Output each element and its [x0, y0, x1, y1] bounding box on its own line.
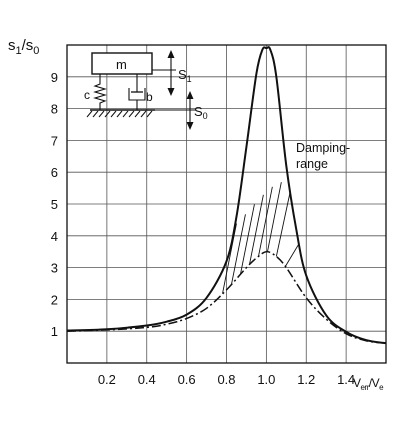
ground-hatch-line [140, 110, 147, 118]
x-tick-label: 1.0 [257, 372, 275, 387]
ground-hatch-line [122, 110, 129, 118]
ground-hatch-line [92, 110, 99, 118]
hatch-line [266, 182, 282, 253]
inset-mass-label: m [116, 57, 127, 72]
ground-hatch-line [146, 110, 153, 118]
x-axis-label: Verr/Ve [353, 376, 384, 392]
hatch-line [240, 204, 255, 275]
damping-range-label: Damping- [296, 141, 350, 155]
ground-hatch-line [98, 110, 105, 118]
ground-hatch-line [116, 110, 123, 118]
series [66, 46, 387, 345]
ground-hatch-line [134, 110, 141, 118]
y-tick-label: 4 [51, 229, 58, 244]
inset-s1-arrow-down [167, 88, 175, 96]
ground-hatch-line [128, 110, 135, 118]
grid [67, 45, 386, 363]
y-tick-label: 2 [51, 292, 58, 307]
x-tick-label: 1.2 [297, 372, 315, 387]
tick-labels: 0.2 0.4 0.6 0.8 1.0 1.2 1.4 1 2 3 4 5 6 7 8 9 [51, 70, 355, 387]
x-tick-label: 0.6 [178, 372, 196, 387]
inset-damper-label: b [146, 90, 153, 104]
y-tick-label: 3 [51, 261, 58, 276]
inset-s1-arrow-up [167, 50, 175, 58]
y-tick-label: 8 [51, 102, 58, 117]
inset-s1-label: S1 [178, 67, 192, 84]
damping-range-label-2: range [296, 157, 328, 171]
x-tick-label: 1.4 [337, 372, 355, 387]
inset-ground-hatch [86, 110, 153, 118]
inset-diagram: m c b S1 S0 [84, 50, 208, 130]
ground-hatch-line [110, 110, 117, 118]
hatch-line [275, 191, 291, 257]
x-tick-label: 0.4 [138, 372, 156, 387]
inset-s0-arrow-down [186, 122, 194, 130]
inset-spring [93, 74, 107, 110]
hatch-line [257, 186, 273, 257]
y-axis-label: s1/s0 [8, 37, 39, 57]
y-tick-label: 7 [51, 133, 58, 148]
damping-range-hatching [222, 182, 300, 294]
series-line-solid [66, 46, 387, 345]
ground-hatch-line [86, 110, 93, 118]
y-tick-label: 1 [51, 324, 58, 339]
inset-mass-box [91, 52, 153, 75]
hatch-line [231, 214, 246, 285]
hatch-line [248, 194, 264, 265]
x-tick-label: 0.8 [217, 372, 235, 387]
plot-frame [66, 44, 387, 364]
y-tick-label: 5 [51, 197, 58, 212]
series-line-dashdot [66, 250, 387, 345]
inset-spring-label: c [84, 88, 90, 102]
ground-hatch-line [104, 110, 111, 118]
x-tick-label: 0.2 [98, 372, 116, 387]
inset-s0-arrow-up [186, 91, 194, 99]
y-tick-label: 9 [51, 70, 58, 85]
y-tick-label: 6 [51, 165, 58, 180]
inset-s0-label: S0 [194, 104, 208, 121]
hatch-line [284, 243, 300, 267]
